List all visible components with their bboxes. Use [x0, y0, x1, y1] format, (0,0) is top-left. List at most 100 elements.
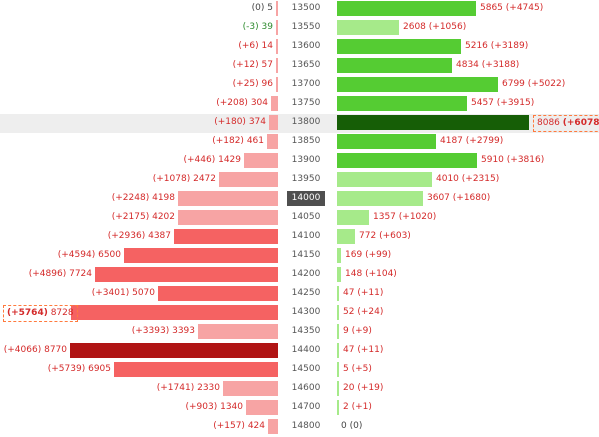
left-bar[interactable] [267, 134, 278, 149]
strike-price[interactable]: 14350 [291, 326, 321, 336]
left-bar[interactable] [276, 58, 278, 73]
left-bar[interactable] [269, 115, 278, 130]
chart-row[interactable]: (+3401) 5070 14250 47 (+11) [0, 285, 599, 304]
left-value: 96 [261, 79, 273, 89]
right-bar[interactable] [337, 248, 341, 263]
left-bar[interactable] [174, 229, 278, 244]
strike-price[interactable]: 14400 [291, 345, 321, 355]
left-bar[interactable] [70, 343, 278, 358]
left-bar[interactable] [244, 153, 278, 168]
left-bar[interactable] [178, 191, 278, 206]
left-bar[interactable] [246, 400, 278, 415]
chart-row[interactable]: (+2248) 4198 14000 3607 (+1680) [0, 190, 599, 209]
chart-row[interactable]: (+2936) 4387 14100 772 (+603) [0, 228, 599, 247]
left-value-label: (+1741) 2330 [157, 380, 220, 399]
chart-row[interactable]: (+4594) 6500 14150 169 (+99) [0, 247, 599, 266]
chart-row[interactable]: (+12) 57 13650 4834 (+3188) [0, 57, 599, 76]
strike-price[interactable]: 14000 [287, 191, 325, 206]
chart-row[interactable]: (+2175) 4202 14050 1357 (+1020) [0, 209, 599, 228]
chart-row[interactable]: (+1741) 2330 14600 20 (+19) [0, 380, 599, 399]
right-value: 1357 [373, 212, 396, 222]
chart-row[interactable]: (+6) 14 13600 5216 (+3189) [0, 38, 599, 57]
right-bar[interactable] [337, 134, 436, 149]
right-change: (+104) [365, 269, 397, 279]
left-bar[interactable] [276, 20, 278, 35]
right-bar[interactable] [337, 305, 339, 320]
left-bar[interactable] [276, 1, 278, 16]
right-bar[interactable] [337, 96, 467, 111]
strike-price[interactable]: 14600 [291, 383, 321, 393]
right-bar[interactable] [337, 210, 369, 225]
left-bar[interactable] [223, 381, 278, 396]
chart-row[interactable]: (+5739) 6905 14500 5 (+5) [0, 361, 599, 380]
chart-row[interactable]: (+180) 374 13800 8086 (+6078) [0, 114, 599, 133]
strike-price[interactable]: 14300 [291, 307, 321, 317]
strike-price[interactable]: 14800 [291, 421, 321, 431]
chart-row[interactable]: (+3393) 3393 14350 9 (+9) [0, 323, 599, 342]
right-bar[interactable] [337, 362, 339, 377]
chart-row[interactable]: (+4896) 7724 14200 148 (+104) [0, 266, 599, 285]
strike-price[interactable]: 14200 [291, 269, 321, 279]
left-value-label: (+5764) 8728 [3, 305, 78, 322]
left-value: 4202 [152, 212, 175, 222]
left-bar[interactable] [71, 305, 278, 320]
chart-row[interactable]: (+446) 1429 13900 5910 (+3816) [0, 152, 599, 171]
strike-price[interactable]: 14500 [291, 364, 321, 374]
strike-price[interactable]: 14100 [291, 231, 321, 241]
right-bar[interactable] [337, 381, 339, 396]
left-bar[interactable] [158, 286, 278, 301]
chart-row[interactable]: (+182) 461 13850 4187 (+2799) [0, 133, 599, 152]
left-bar[interactable] [276, 39, 278, 54]
right-bar[interactable] [337, 20, 399, 35]
chart-row[interactable]: (+4066) 8770 14400 47 (+11) [0, 342, 599, 361]
strike-price[interactable]: 13700 [291, 79, 321, 89]
left-bar[interactable] [114, 362, 278, 377]
strike-price[interactable]: 13750 [291, 98, 321, 108]
right-bar[interactable] [337, 324, 339, 339]
chart-row[interactable]: (+25) 96 13700 6799 (+5022) [0, 76, 599, 95]
strike-price[interactable]: 14250 [291, 288, 321, 298]
chart-row[interactable]: (+1078) 2472 13950 4010 (+2315) [0, 171, 599, 190]
right-bar[interactable] [337, 77, 498, 92]
left-bar[interactable] [268, 419, 278, 434]
strike-price[interactable]: 13650 [291, 60, 321, 70]
left-bar[interactable] [276, 77, 278, 92]
left-bar[interactable] [178, 210, 278, 225]
right-bar[interactable] [337, 229, 355, 244]
chart-row[interactable]: (+208) 304 13750 5457 (+3915) [0, 95, 599, 114]
left-bar[interactable] [219, 172, 278, 187]
chart-row[interactable]: (+5764) 8728 14300 52 (+24) [0, 304, 599, 323]
right-bar[interactable] [337, 172, 432, 187]
right-bar[interactable] [337, 400, 339, 415]
chart-row[interactable]: (0) 5 13500 5865 (+4745) [0, 0, 599, 19]
right-bar[interactable] [337, 153, 477, 168]
strike-price[interactable]: 13550 [291, 22, 321, 32]
strike-price[interactable]: 14700 [291, 402, 321, 412]
strike-price[interactable]: 13600 [291, 41, 321, 51]
chart-row[interactable]: (-3) 39 13550 2608 (+1056) [0, 19, 599, 38]
strike-price[interactable]: 14050 [291, 212, 321, 222]
right-bar[interactable] [337, 58, 452, 73]
strike-price[interactable]: 14150 [291, 250, 321, 260]
right-bar[interactable] [337, 115, 529, 130]
strike-price[interactable]: 13500 [291, 3, 321, 13]
right-bar[interactable] [337, 1, 476, 16]
chart-row[interactable]: (+157) 424 14800 0 (0) [0, 418, 599, 437]
strike-price[interactable]: 13900 [291, 155, 321, 165]
right-bar[interactable] [337, 286, 339, 301]
left-change: (+12) [232, 60, 259, 70]
left-value-label: (+25) 96 [233, 76, 273, 95]
right-bar[interactable] [337, 39, 461, 54]
left-bar[interactable] [124, 248, 278, 263]
left-bar[interactable] [271, 96, 278, 111]
strike-price[interactable]: 13850 [291, 136, 321, 146]
right-value: 5457 [471, 98, 494, 108]
strike-price[interactable]: 13950 [291, 174, 321, 184]
chart-row[interactable]: (+903) 1340 14700 2 (+1) [0, 399, 599, 418]
right-bar[interactable] [337, 267, 341, 282]
right-bar[interactable] [337, 191, 423, 206]
right-bar[interactable] [337, 343, 339, 358]
strike-price[interactable]: 13800 [291, 117, 321, 127]
left-bar[interactable] [198, 324, 278, 339]
left-bar[interactable] [95, 267, 278, 282]
